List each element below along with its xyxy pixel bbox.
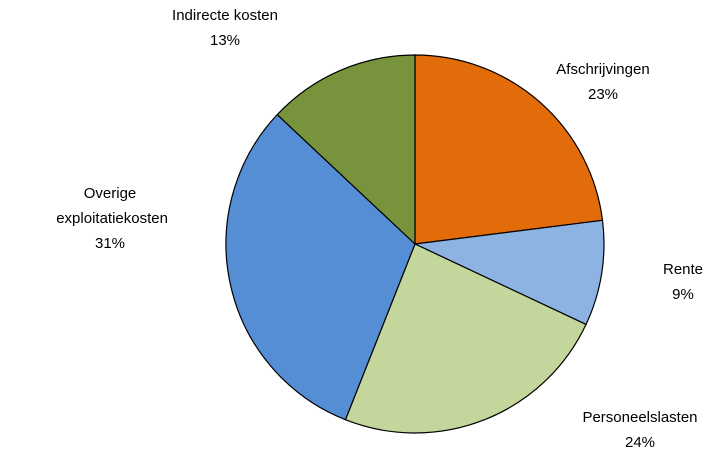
slice-label: Personeelslasten bbox=[582, 409, 697, 426]
slice-value-label: 24% bbox=[625, 434, 655, 451]
slice-label: Afschrijvingen bbox=[556, 61, 649, 78]
slice-label-line: Rente bbox=[663, 261, 703, 278]
pie-slice bbox=[225, 113, 416, 421]
slice-label-line: Personeelslasten bbox=[582, 409, 697, 426]
pie-slice bbox=[344, 243, 587, 434]
slice-label: Indirecte kosten bbox=[172, 7, 278, 24]
slice-label-line: Indirecte kosten bbox=[172, 7, 278, 24]
slice-label-line: exploitatiekosten bbox=[52, 210, 168, 227]
slice-label: Rente bbox=[663, 261, 703, 278]
pie-slice bbox=[276, 54, 416, 246]
slice-value-label: 23% bbox=[588, 86, 618, 103]
pie-slice bbox=[414, 54, 604, 245]
slice-value-label: 31% bbox=[95, 235, 125, 252]
slice-value-label: 9% bbox=[672, 286, 694, 303]
slice-label-line: Overige bbox=[84, 185, 137, 202]
slice-value-label: 13% bbox=[210, 32, 240, 49]
slice-label-line: Afschrijvingen bbox=[556, 61, 649, 78]
slice-label: Overige exploitatiekosten bbox=[52, 185, 168, 227]
pie-slice bbox=[412, 219, 605, 326]
